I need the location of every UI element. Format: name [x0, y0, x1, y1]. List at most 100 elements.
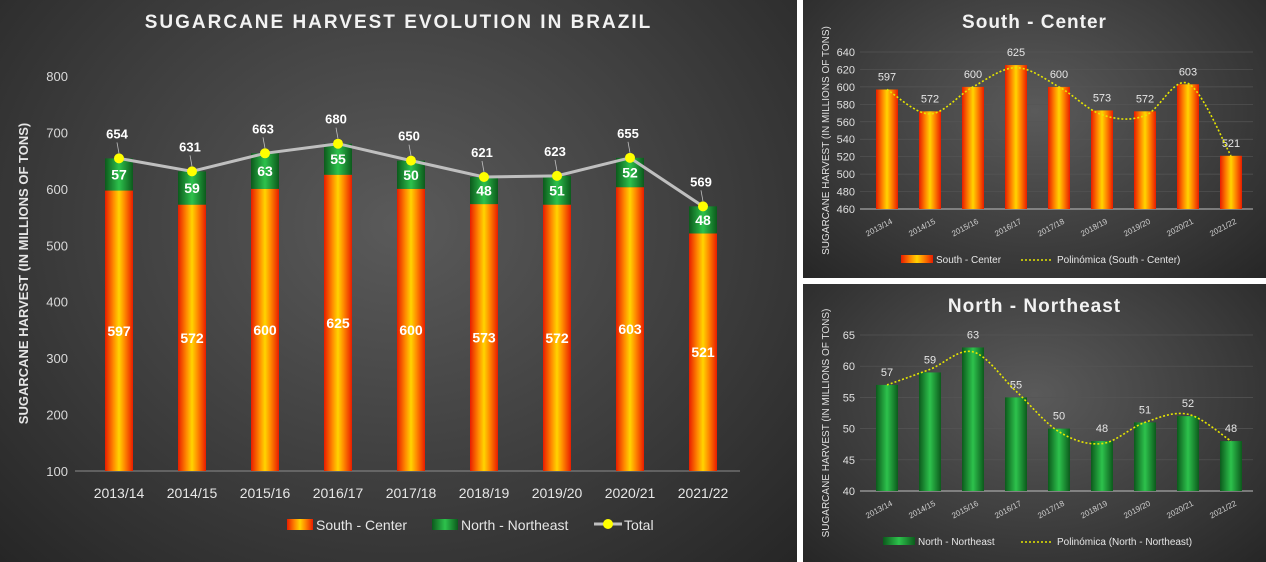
- total-leader-line: [700, 190, 704, 202]
- y-tick-label: 300: [46, 351, 68, 366]
- x-tick-label: 2019/20: [1122, 217, 1152, 239]
- north-chart-title: North - Northeast: [947, 296, 1122, 317]
- x-tick-label: 2018/19: [1079, 499, 1109, 521]
- y-axis-label: SUGARCANE HARVEST (IN MILLIONS OF TONS): [821, 309, 832, 538]
- bar: [1091, 441, 1113, 491]
- data-label: 55: [1010, 379, 1022, 391]
- legend-swatch-north-northeast: [432, 519, 458, 530]
- data-label: 63: [967, 329, 979, 341]
- main-chart-title: SUGARCANE HARVEST EVOLUTION IN BRAZIL: [144, 12, 653, 33]
- data-label: 603: [1179, 66, 1197, 78]
- x-tick-label: 2019/20: [532, 485, 583, 501]
- south-center-data-label: 521: [691, 344, 715, 360]
- total-data-label: 654: [106, 126, 128, 141]
- north-northeast-panel: North - Northeast 40 45 50 55 60 65 SUGARCANE …: [803, 284, 1266, 562]
- bar: [1005, 65, 1027, 209]
- y-tick-label: 65: [843, 330, 855, 342]
- bar: [962, 347, 984, 491]
- legend-marker-total: [603, 519, 613, 529]
- x-tick-label: 2017/18: [1036, 217, 1066, 239]
- north-northeast-data-label: 50: [403, 167, 419, 183]
- bar-south-center: [616, 187, 644, 471]
- total-data-label: 631: [179, 139, 201, 154]
- x-tick-label: 2013/14: [864, 499, 894, 521]
- data-label: 48: [1096, 423, 1108, 435]
- legend-label-bars: South - Center: [936, 255, 1002, 266]
- total-leader-line: [554, 159, 558, 171]
- bar: [962, 86, 984, 209]
- y-tick-label: 60: [843, 361, 855, 373]
- data-label: 51: [1139, 404, 1151, 416]
- south-center-chart: 460 480 500 520 540 560 580 600 620 640 SUGARCANE …: [821, 26, 1253, 266]
- x-tick-label: 2013/14: [94, 485, 145, 501]
- total-leader-line: [408, 144, 412, 156]
- x-tick-label: 2016/17: [993, 499, 1023, 521]
- x-tick-label: 2015/16: [240, 485, 291, 501]
- bar: [1091, 110, 1113, 209]
- total-point: [479, 172, 489, 183]
- y-tick-label: 55: [843, 392, 855, 404]
- data-label: 48: [1225, 423, 1237, 435]
- north-northeast-data-label: 51: [549, 182, 565, 198]
- data-label: 600: [1050, 69, 1068, 81]
- y-tick-label: 500: [46, 238, 68, 253]
- x-tick-label: 2018/19: [459, 485, 510, 501]
- south-center-data-label: 572: [180, 330, 204, 346]
- y-tick-label: 50: [843, 424, 855, 436]
- x-tick-label: 2018/19: [1079, 217, 1109, 239]
- x-tick-label: 2013/14: [864, 217, 894, 239]
- legend-label-north-northeast: North - Northeast: [461, 517, 568, 533]
- south-center-data-label: 600: [253, 322, 277, 338]
- data-label: 572: [921, 93, 939, 105]
- bar-north-northeast: [251, 153, 279, 189]
- data-label: 50: [1053, 411, 1065, 423]
- x-tick-label: 2014/15: [167, 485, 218, 501]
- total-point: [552, 170, 562, 181]
- data-label: 52: [1182, 398, 1194, 410]
- total-data-label: 655: [617, 126, 639, 141]
- total-leader-line: [262, 137, 266, 149]
- total-leader-line: [627, 141, 631, 153]
- north-northeast-data-label: 52: [622, 164, 638, 180]
- total-leader-line: [116, 142, 120, 154]
- x-tick-label: 2021/22: [1208, 217, 1238, 239]
- data-label: 573: [1093, 92, 1111, 104]
- x-tick-label: 2015/16: [950, 499, 980, 521]
- x-tick-label: 2017/18: [1036, 499, 1066, 521]
- bar: [876, 89, 898, 209]
- north-northeast-chart: 40 45 50 55 60 65 SUGARCANE HARVEST (IN MILLIO…: [821, 309, 1253, 548]
- total-leader-line: [481, 160, 485, 173]
- main-chart: 100 200 300 400 500 600 700 800 SUGARCANE HARVES…: [16, 69, 740, 533]
- bar: [1005, 397, 1027, 491]
- legend-swatch-south-center: [287, 519, 313, 530]
- y-tick-label: 100: [46, 464, 68, 479]
- south-center-data-label: 597: [107, 323, 131, 339]
- total-point: [260, 148, 270, 159]
- bar: [919, 111, 941, 209]
- y-tick-label: 700: [46, 125, 68, 140]
- x-tick-label: 2020/21: [1165, 499, 1195, 521]
- total-data-label: 650: [398, 129, 420, 144]
- y-tick-label: 600: [837, 82, 855, 94]
- y-tick-label: 40: [843, 486, 855, 498]
- total-point: [698, 201, 708, 212]
- trendline: [886, 350, 1232, 445]
- data-label: 600: [964, 69, 982, 81]
- south-center-data-label: 625: [326, 315, 350, 331]
- bar: [919, 372, 941, 491]
- y-tick-label: 500: [837, 169, 855, 181]
- y-tick-label: 480: [837, 187, 855, 199]
- bar: [1177, 416, 1199, 491]
- north-northeast-data-label: 48: [695, 212, 711, 228]
- bar: [1134, 111, 1156, 209]
- total-data-label: 621: [471, 145, 493, 160]
- x-tick-label: 2021/22: [678, 485, 729, 501]
- bar: [1177, 84, 1199, 209]
- bar-north-northeast: [105, 158, 133, 191]
- y-axis-label: SUGARCANE HARVEST (IN MILLIONS OF TONS): [821, 26, 832, 255]
- y-tick-label: 520: [837, 152, 855, 164]
- x-tick-label: 2016/17: [313, 485, 364, 501]
- y-axis-label: SUGARCANE HARVEST (IN MILLIONS OF TONS): [16, 123, 31, 424]
- bar-south-center: [689, 233, 717, 471]
- total-point: [625, 152, 635, 163]
